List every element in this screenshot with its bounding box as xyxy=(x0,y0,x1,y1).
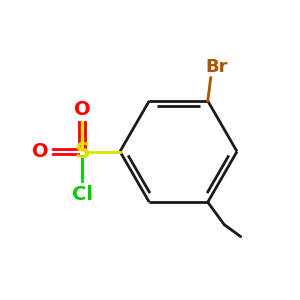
Text: Cl: Cl xyxy=(72,185,93,204)
Text: Br: Br xyxy=(205,58,227,76)
Text: O: O xyxy=(32,142,49,161)
Text: S: S xyxy=(74,142,91,161)
Text: O: O xyxy=(74,100,91,119)
